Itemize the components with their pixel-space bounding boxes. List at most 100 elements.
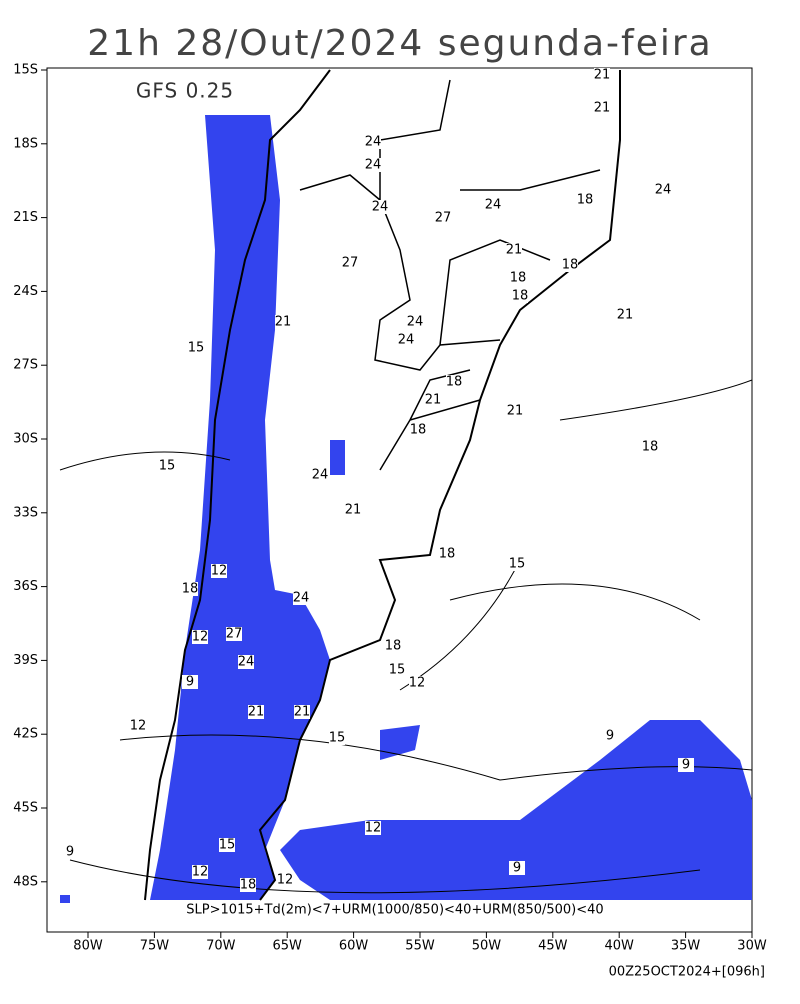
contour-label: 12 — [409, 676, 426, 691]
contour-label: 12 — [192, 630, 209, 645]
lat-tick-label: 30S — [13, 432, 38, 447]
contour-label-bg — [485, 198, 501, 212]
contour-label: 18 — [446, 375, 463, 390]
contour-label-bg — [248, 705, 264, 719]
contour-label: 21 — [425, 393, 442, 408]
contour-label-bg — [372, 200, 388, 214]
contour-label: 18 — [510, 271, 527, 286]
contour-labels: 21 21 24 24 24 18 18 24 27 24 21 18 18 21 27 24 24 21 18 21… — [62, 68, 694, 893]
contour-label-bg — [62, 845, 78, 859]
contour-label: 18 — [439, 547, 456, 562]
contour-label: 24 — [365, 135, 382, 150]
contour-label-bg — [312, 468, 328, 482]
contour-label: 9 — [513, 861, 521, 876]
contour-label: 18 — [642, 440, 659, 455]
contour-label-bg — [159, 459, 175, 473]
contour-label: 27 — [435, 211, 452, 226]
contour-label: 15 — [219, 838, 236, 853]
contour-label-bg — [510, 271, 526, 285]
contour-label: 12 — [192, 865, 209, 880]
border — [299, 79, 601, 471]
contour-label-bg — [238, 655, 254, 669]
lat-tick-label: 42S — [13, 727, 38, 742]
contour-label-bg — [617, 308, 633, 322]
contour-label-bg — [277, 873, 293, 887]
lon-tick-label: 60W — [339, 939, 369, 954]
contour-label: 12 — [211, 564, 228, 579]
contour-label-bg — [342, 256, 358, 270]
contour-label-bg — [294, 705, 310, 719]
contour-label: 24 — [655, 183, 672, 198]
contour-label: 21 — [275, 315, 292, 330]
lon-tick-label: 65W — [272, 939, 302, 954]
contour-label-bg — [219, 838, 235, 852]
contour-label: 15 — [159, 459, 176, 474]
contour-label-bg — [507, 404, 523, 418]
contour-label-bg — [655, 183, 671, 197]
contour-label: 18 — [577, 193, 594, 208]
contour-label: 27 — [342, 256, 359, 271]
contour-label-bg — [211, 564, 227, 578]
contour-label-bg — [365, 158, 381, 172]
small-area — [380, 725, 420, 760]
small-area — [330, 440, 345, 475]
coast — [258, 70, 621, 901]
model-label: GFS 0.25 — [136, 79, 234, 103]
lat-tick-label: 24S — [13, 284, 38, 299]
contour-label-bg — [577, 193, 593, 207]
contour-label-bg — [642, 440, 658, 454]
contour-label-bg — [509, 861, 525, 875]
lon-tick-label: 50W — [472, 939, 502, 954]
contour-label-bg — [389, 663, 405, 677]
contour-label: 21 — [594, 101, 611, 116]
contour-label: 21 — [248, 705, 265, 720]
contour-label-bg — [192, 865, 208, 879]
contour-label: 15 — [329, 731, 346, 746]
contour-label-bg — [594, 68, 610, 82]
contour-label: 18 — [410, 423, 427, 438]
lat-tick-label: 21S — [13, 210, 38, 225]
lat-tick-label: 39S — [13, 653, 38, 668]
lat-tick-label: 33S — [13, 505, 38, 520]
contour-label: 24 — [293, 591, 310, 606]
contour-label-bg — [594, 101, 610, 115]
andes-area — [150, 115, 330, 900]
contour-label-bg — [446, 375, 462, 389]
contour-label-bg — [226, 627, 242, 641]
contour-label: 15 — [509, 557, 526, 572]
contour-label-bg — [182, 675, 198, 689]
contour-label: 9 — [66, 845, 74, 860]
caption-bg — [150, 902, 640, 916]
lat-tick-label: 36S — [13, 579, 38, 594]
contour-label: 24 — [312, 468, 329, 483]
contour-label: 18 — [562, 258, 579, 273]
contour-label: 21 — [345, 503, 362, 518]
contour-label: 21 — [506, 243, 523, 258]
contour-label-bg — [425, 393, 441, 407]
contour-label-bg — [293, 591, 309, 605]
title: 21h 28/Out/2024 segunda-feira — [87, 23, 712, 64]
contour-label: 18 — [385, 639, 402, 654]
atlantic-area — [280, 720, 752, 900]
lat-tick-label: 45S — [13, 801, 38, 816]
contour-label: 27 — [226, 627, 243, 642]
contour-label: 9 — [186, 675, 194, 690]
lon-tick-label: 75W — [140, 939, 170, 954]
contour-label: 18 — [240, 878, 257, 893]
contour-label-bg — [345, 503, 361, 517]
lon-tick-label: 30W — [737, 939, 767, 954]
blue-areas — [60, 115, 752, 903]
contour-label: 24 — [398, 333, 415, 348]
contour-label-bg — [678, 758, 694, 772]
contour-label-bg — [439, 547, 455, 561]
contour-label-bg — [407, 315, 423, 329]
lon-tick-label: 55W — [405, 939, 435, 954]
contour-label-bg — [435, 211, 451, 225]
contour-label: 21 — [617, 308, 634, 323]
contour-label: 9 — [682, 758, 690, 773]
lat-tick-label: 48S — [13, 874, 38, 889]
contour-label: 24 — [238, 655, 255, 670]
contour-label: 21 — [294, 705, 311, 720]
contour-label: 24 — [485, 198, 502, 213]
